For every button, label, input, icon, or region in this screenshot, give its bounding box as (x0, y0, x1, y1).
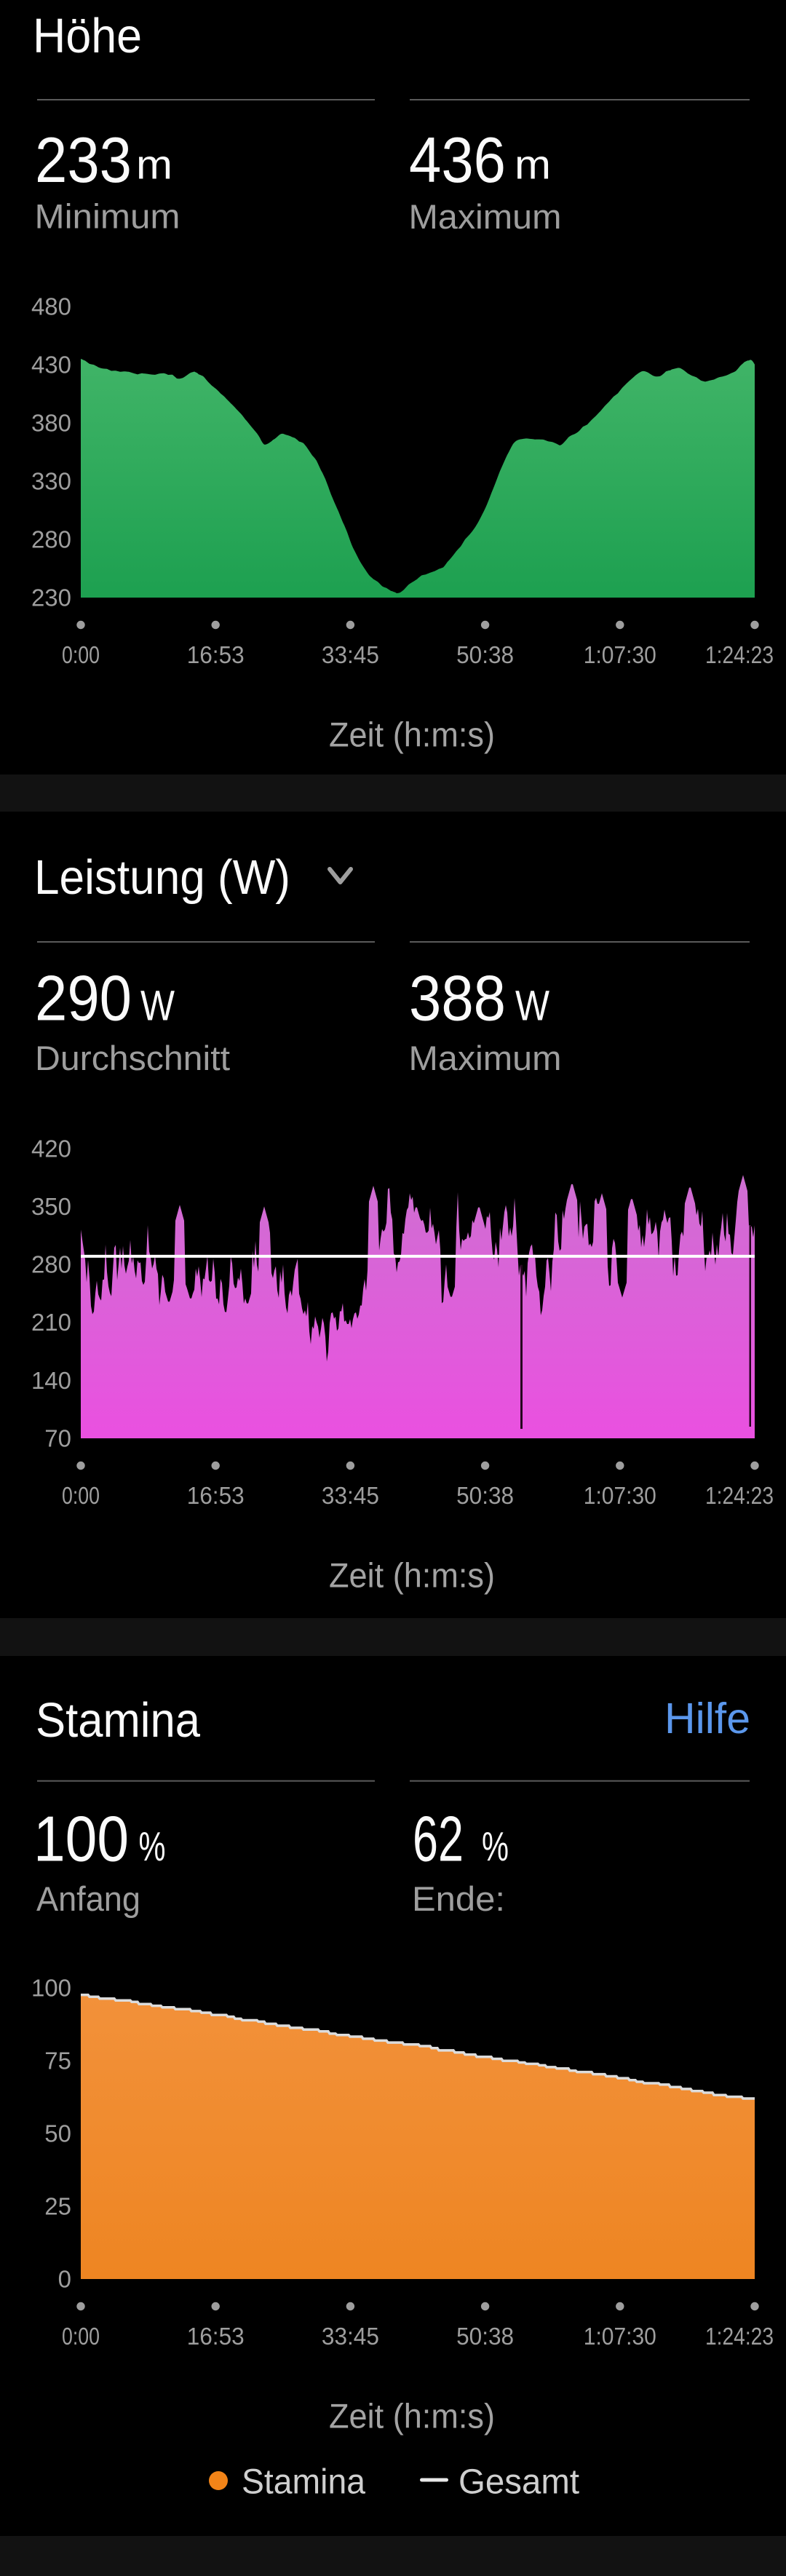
svg-text:25: 25 (44, 2193, 71, 2220)
svg-text:280: 280 (31, 526, 71, 553)
svg-text:50:38: 50:38 (456, 1482, 514, 1509)
svg-text:W: W (140, 983, 175, 1030)
svg-text:1:07:30: 1:07:30 (584, 2323, 656, 2350)
svg-text:290: 290 (35, 962, 132, 1034)
svg-text:m: m (515, 142, 551, 189)
svg-text:1:24:23: 1:24:23 (705, 641, 774, 668)
svg-text:1:24:23: 1:24:23 (705, 1482, 774, 1509)
svg-text:Durchschnitt: Durchschnitt (35, 1039, 230, 1077)
svg-text:Ende:: Ende: (412, 1879, 505, 1918)
svg-text:100: 100 (31, 1975, 71, 2002)
svg-text:Maximum: Maximum (409, 1039, 562, 1077)
svg-text:0:00: 0:00 (62, 1482, 100, 1509)
svg-text:16:53: 16:53 (187, 641, 245, 668)
svg-text:Zeit (h:m:s): Zeit (h:m:s) (329, 716, 495, 754)
svg-text:350: 350 (31, 1193, 71, 1220)
svg-text:330: 330 (31, 468, 71, 495)
svg-text:62: 62 (413, 1803, 464, 1875)
svg-text:388: 388 (409, 962, 506, 1034)
svg-text:210: 210 (31, 1309, 71, 1336)
svg-text:50: 50 (44, 2120, 71, 2147)
svg-text:%: % (139, 1823, 166, 1870)
svg-text:Minimum: Minimum (35, 197, 180, 236)
svg-text:380: 380 (31, 410, 71, 437)
svg-text:230: 230 (31, 584, 71, 611)
svg-text:W: W (515, 983, 549, 1030)
svg-text:233: 233 (35, 124, 132, 196)
svg-text:1:24:23: 1:24:23 (705, 2323, 774, 2350)
svg-text:280: 280 (31, 1251, 71, 1278)
svg-text:100: 100 (33, 1803, 129, 1875)
svg-text:1:07:30: 1:07:30 (584, 641, 656, 668)
svg-text:70: 70 (44, 1425, 71, 1452)
svg-text:50:38: 50:38 (456, 641, 514, 668)
svg-text:%: % (482, 1823, 509, 1870)
svg-text:16:53: 16:53 (187, 1482, 245, 1509)
svg-text:0:00: 0:00 (62, 2323, 100, 2350)
svg-text:Leistung (W): Leistung (W) (34, 850, 290, 905)
svg-text:430: 430 (31, 352, 71, 379)
svg-text:Stamina: Stamina (36, 1693, 201, 1748)
svg-text:Hilfe: Hilfe (664, 1695, 750, 1743)
svg-text:m: m (136, 142, 172, 189)
svg-text:Gesamt: Gesamt (458, 2463, 579, 2502)
svg-text:33:45: 33:45 (322, 2323, 379, 2350)
svg-text:436: 436 (409, 124, 506, 196)
svg-text:Höhe: Höhe (33, 9, 142, 63)
svg-text:0: 0 (58, 2266, 71, 2293)
svg-text:420: 420 (31, 1135, 71, 1162)
svg-text:Zeit (h:m:s): Zeit (h:m:s) (329, 2397, 495, 2436)
svg-text:1:07:30: 1:07:30 (584, 1482, 656, 1509)
svg-text:33:45: 33:45 (322, 1482, 379, 1509)
svg-text:50:38: 50:38 (456, 2323, 514, 2350)
svg-text:Stamina: Stamina (242, 2463, 365, 2502)
svg-text:0:00: 0:00 (62, 641, 100, 668)
svg-text:Anfang: Anfang (36, 1879, 140, 1918)
svg-text:33:45: 33:45 (322, 641, 379, 668)
svg-text:16:53: 16:53 (187, 2323, 245, 2350)
svg-text:Zeit (h:m:s): Zeit (h:m:s) (329, 1556, 495, 1595)
svg-text:75: 75 (44, 2048, 71, 2074)
svg-text:140: 140 (31, 1367, 71, 1394)
svg-text:Maximum: Maximum (409, 197, 562, 236)
svg-text:480: 480 (31, 293, 71, 320)
